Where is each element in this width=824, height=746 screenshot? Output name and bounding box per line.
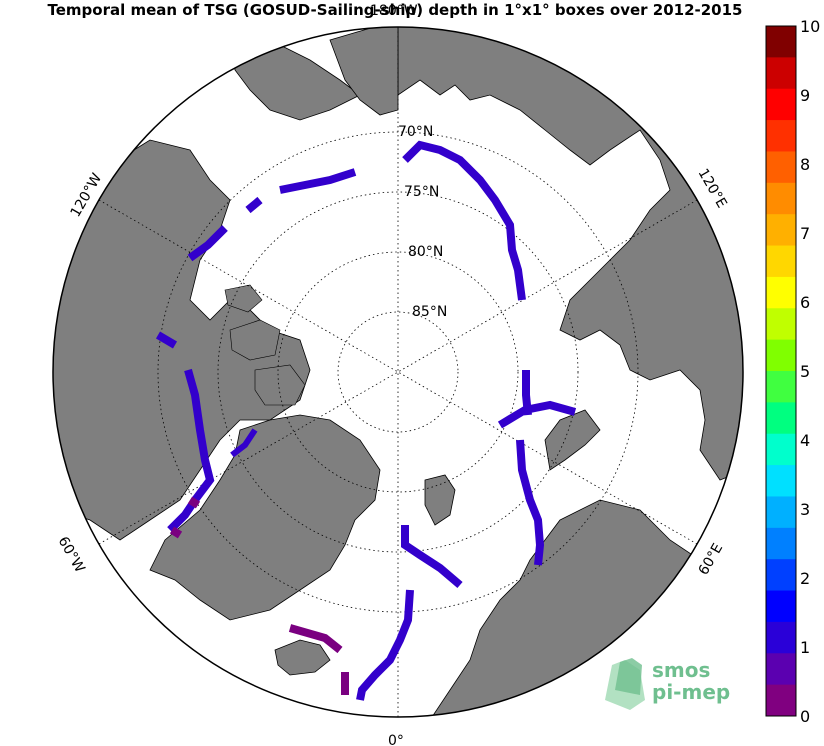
land-svalbard [424,474,456,526]
colorbar-segment [766,559,796,592]
track-greenland-sea [356,525,463,701]
colorbar-segment [766,182,796,215]
track-barents [497,400,577,429]
colorbar-ticks: 0 1 2 3 4 5 6 7 8 9 10 [800,17,820,726]
colorbar-segment [766,402,796,435]
colorbar [765,25,797,717]
label-60w: 60°W [55,534,88,576]
colorbar-tick-label: 7 [800,224,810,243]
colorbar-segment [766,590,796,623]
track-shallow-iceland [288,624,349,695]
colorbar-segment [766,653,796,686]
land-chukotka [329,27,399,116]
colorbar-segment [766,88,796,121]
parallel-85 [337,311,459,433]
logo-line2: pi-mep [652,680,730,704]
smos-pimep-logo: smos pi-mep [605,658,730,710]
label-60e: 60°E [696,541,727,578]
colorbar-segment [766,496,796,529]
label-85n: 85°N [412,304,447,320]
track-norway [516,439,545,566]
parallel-80 [277,251,519,493]
colorbar-segment [766,433,796,466]
colorbar-tick-label: 4 [800,431,810,450]
colorbar-frame [765,25,797,717]
land-iceland [274,639,331,676]
track-siberian [402,140,526,301]
track-shallow-greenland [169,496,201,539]
colorbar-segment [766,120,796,152]
land-archipelago-2 [254,364,306,406]
parallel-75 [217,191,579,553]
map-title: Temporal mean of TSG (GOSUD-Sailing-ship… [47,1,743,19]
track-baffin [155,331,215,533]
track-baffin-2 [230,428,258,458]
colorbar-segment [766,684,796,717]
colorbar-segment [766,527,796,560]
globe-outline [52,26,744,718]
colorbar-segment [766,308,796,341]
land-greenland [149,414,381,621]
colorbar-segment [766,465,796,497]
colorbar-segment [766,214,796,247]
land-archipelago-1 [229,319,281,361]
label-70n: 70°N [398,124,433,140]
logo-line1: smos [652,658,710,682]
land-novaya-zemlya [544,409,601,471]
colorbar-segment [766,151,796,184]
colorbar-tick-label: 1 [800,638,810,657]
label-0: 0° [388,733,404,746]
colorbar-segment [766,245,796,278]
graticule [98,27,698,717]
ship-tracks [155,140,577,701]
colorbar-tick-label: 6 [800,293,810,312]
colorbar-segment [766,57,796,90]
colorbar-tick-label: 9 [800,86,810,105]
track-kara [522,370,532,416]
track-beaufort [187,168,357,262]
land-alaska [229,39,361,121]
colorbar-segment [766,26,796,58]
colorbar-segment [766,339,796,372]
colorbar-tick-label: 10 [800,17,820,36]
colorbar-tick-label: 5 [800,362,810,381]
colorbar-tick-label: 8 [800,155,810,174]
colorbar-segment [766,276,796,309]
label-180w: 180°W [370,3,418,19]
colorbar-segment [766,621,796,654]
land-archipelago-3 [224,284,263,313]
colorbar-tick-label: 3 [800,500,810,519]
label-75n: 75°N [404,184,439,200]
colorbar-segment [766,371,796,403]
colorbar-tick-label: 0 [800,707,810,726]
label-80n: 80°N [408,244,443,260]
colorbar-tick-label: 2 [800,569,810,588]
